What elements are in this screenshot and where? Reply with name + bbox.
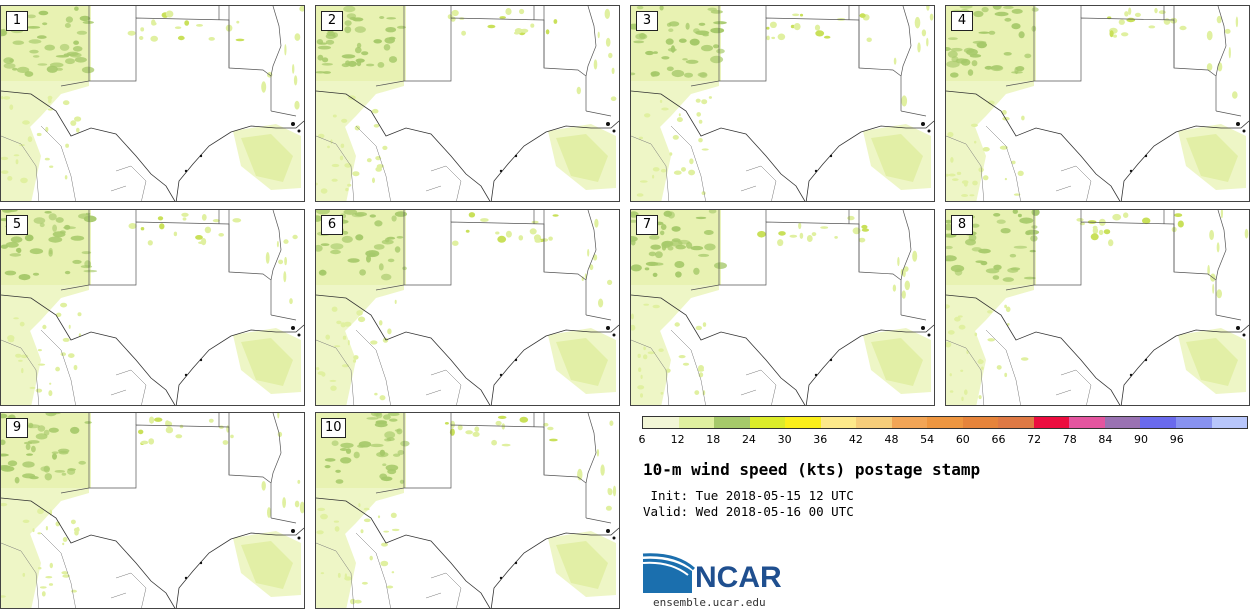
member-number-label: 4 [951,11,973,31]
map-panel-8: 8 [945,209,1250,406]
colorbar-tick-label: 78 [1062,433,1077,446]
colorbar-swatch [1175,417,1212,428]
member-number-label: 1 [6,11,28,31]
colorbar-swatch [1033,417,1070,428]
map-image [946,210,1249,405]
colorbar-tick-label: 48 [884,433,899,446]
colorbar-swatch [962,417,999,428]
colorbar-tick-label: 18 [706,433,721,446]
colorbar-tick-label: 42 [848,433,863,446]
map-image [946,6,1249,201]
colorbar-swatch [1211,417,1248,428]
colorbar-tick-label: 84 [1098,433,1113,446]
colorbar-tick-label: 66 [991,433,1006,446]
ncar-logo-text: NCAR [695,561,782,594]
map-panel-5: 5 [0,209,305,406]
map-image [1,210,304,405]
map-panel-3: 3 [630,5,935,202]
map-panel-4: 4 [945,5,1250,202]
colorbar-tick-label: 54 [920,433,935,446]
colorbar-swatch [927,417,963,428]
member-number-label: 10 [321,418,346,438]
map-panel-7: 7 [630,209,935,406]
member-number-label: 6 [321,215,343,235]
colorbar-swatch [749,417,786,428]
colorbar-swatch [1140,417,1176,428]
colorbar-tick-label: 12 [670,433,685,446]
colorbar-swatch [820,417,857,428]
colorbar-tick-label: 6 [638,433,646,446]
map-panel-9: 9 [0,412,305,609]
colorbar-tick-label: 90 [1134,433,1149,446]
colorbar-swatch [714,417,750,428]
colorbar [642,416,1248,429]
ncar-logo-icon [642,553,695,593]
map-panel-6: 6 [315,209,620,406]
map-panel-2: 2 [315,5,620,202]
member-number-label: 3 [636,11,658,31]
colorbar-swatch [785,417,821,428]
colorbar-swatch [998,417,1034,428]
map-panel-1: 1 [0,5,305,202]
map-image [316,413,619,608]
map-panel-10: 10 [315,412,620,609]
page-title: 10-m wind speed (kts) postage stamp [643,460,981,479]
map-image [631,6,934,201]
member-number-label: 8 [951,215,973,235]
colorbar-swatch [678,417,715,428]
member-number-label: 9 [6,418,28,438]
colorbar-tick-label: 36 [813,433,828,446]
colorbar-tick-label: 96 [1169,433,1184,446]
map-image [1,6,304,201]
init-time: Init: Tue 2018-05-15 12 UTC [643,488,854,503]
map-image [316,210,619,405]
colorbar-swatch [643,417,679,428]
site-url: ensemble.ucar.edu [653,596,766,609]
colorbar-tick-label: 24 [741,433,756,446]
colorbar-swatch [856,417,892,428]
map-image [631,210,934,405]
colorbar-swatch [1069,417,1105,428]
map-image [1,413,304,608]
map-image [316,6,619,201]
colorbar-swatch [891,417,928,428]
colorbar-swatch [1104,417,1141,428]
colorbar-tick-label: 72 [1027,433,1042,446]
member-number-label: 2 [321,11,343,31]
valid-time: Valid: Wed 2018-05-16 00 UTC [643,504,854,519]
colorbar-tick-label: 30 [777,433,792,446]
member-number-label: 7 [636,215,658,235]
member-number-label: 5 [6,215,28,235]
colorbar-ticks: 6 12 18 24 30 36 42 48 54 60 66 72 78 84 90 96 [638,433,1248,447]
colorbar-tick-label: 60 [955,433,970,446]
